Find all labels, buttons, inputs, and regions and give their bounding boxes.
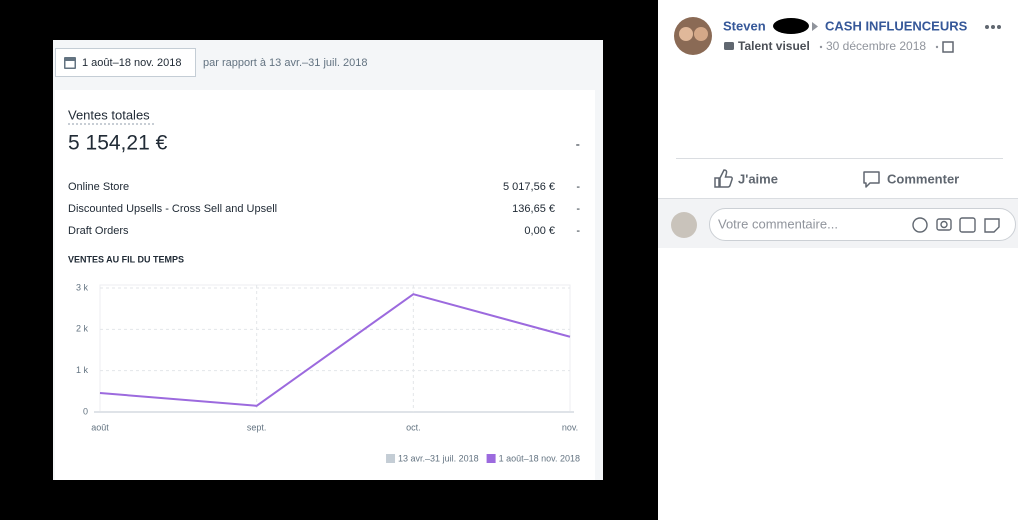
arrow <box>812 22 818 31</box>
user-avatar <box>671 212 697 238</box>
comment-placeholder[interactable]: Votre commentaire... <box>718 216 838 231</box>
row-change: - <box>576 203 580 215</box>
separator <box>935 45 939 49</box>
more-button[interactable] <box>985 25 1001 29</box>
separator <box>819 45 823 49</box>
y-tick-label: 2 k <box>76 324 89 334</box>
comment-tools[interactable] <box>912 217 1000 233</box>
like-icon[interactable] <box>714 169 733 188</box>
x-tick-label: sept. <box>247 422 267 432</box>
group[interactable]: CASH INFLUENCEURS <box>825 18 968 33</box>
legend-swatch <box>486 454 496 463</box>
badge-icon <box>724 42 734 50</box>
avatar-face <box>694 27 708 41</box>
row-label: Online Store <box>68 181 129 193</box>
row-amount: 0,00 € <box>524 225 555 237</box>
legend-label: 1 août–18 nov. 2018 <box>499 453 580 463</box>
row-change: - <box>576 181 580 193</box>
chart-title: VENTES AU FIL DU TEMPS <box>68 254 184 264</box>
badge: Talent visuel <box>738 39 810 53</box>
y-tick-label: 1 k <box>76 365 89 375</box>
like-button[interactable]: J'aime <box>738 171 778 186</box>
avatar-face <box>679 27 693 41</box>
date[interactable]: 30 décembre 2018 <box>826 39 926 53</box>
avatar[interactable] <box>674 17 712 55</box>
calendar-icon <box>64 57 76 69</box>
x-tick-label: oct. <box>406 422 421 432</box>
row-label: Draft Orders <box>68 225 129 237</box>
comparison: par rapport à 13 avr.–31 juil. 2018 <box>203 57 368 69</box>
row-amount: 5 017,56 € <box>503 181 555 193</box>
x-tick-label: nov. <box>562 422 578 432</box>
total: 5 154,21 € <box>68 132 168 155</box>
metric-title: Ventes totales <box>68 107 150 122</box>
legend-label: 13 avr.–31 juil. 2018 <box>398 453 479 463</box>
date-button[interactable] <box>55 48 196 77</box>
line-series <box>99 293 571 407</box>
date-range: 1 août–18 nov. 2018 <box>82 57 182 69</box>
audience-icon <box>942 41 954 53</box>
y-tick-label: 3 k <box>76 282 89 292</box>
row-change: - <box>576 225 580 237</box>
post-panel <box>658 0 1018 520</box>
comment-input[interactable] <box>709 208 1016 241</box>
author[interactable]: Steven <box>723 18 766 33</box>
y-tick-label: 0 <box>83 406 88 416</box>
row-amount: 136,65 € <box>512 203 555 215</box>
legend-swatch <box>386 454 396 463</box>
x-tick-label: août <box>91 422 109 432</box>
comment-button[interactable]: Commenter <box>887 171 959 186</box>
comment-icon[interactable] <box>863 171 880 188</box>
redaction <box>773 18 809 34</box>
total-change: - <box>576 136 580 151</box>
row-label: Discounted Upsells - Cross Sell and Upse… <box>68 203 277 215</box>
